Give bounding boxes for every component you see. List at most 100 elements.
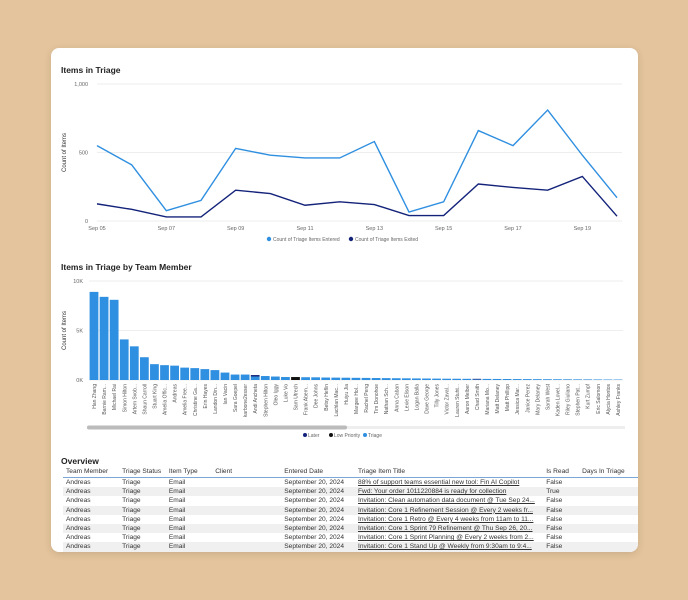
y-axis-label: Count of Items — [62, 311, 68, 350]
x-tick-label: Margee Hol... — [354, 384, 360, 414]
bar-chart-title: Items in Triage by Team Member — [61, 262, 192, 272]
item-title-link[interactable]: Invitation: Core 1 Stand Up @ Weekly fro… — [355, 542, 544, 552]
x-tick-label: Matt Delaney — [495, 384, 501, 414]
bar — [250, 376, 260, 380]
table-row[interactable]: Andreas Triage Email September 20, 2024 Fwd:… — [63, 487, 638, 497]
table-cell — [212, 515, 281, 524]
table-row[interactable]: Andreas Triage Email September 20, 2024 Invi… — [63, 505, 638, 515]
item-title-link[interactable]: 88% of support teams essential new tool:… — [358, 479, 520, 487]
overview-title: Overview — [61, 456, 99, 466]
x-tick-label: Betsy Heflin — [324, 384, 330, 411]
item-title-link[interactable]: Invitation: Core 1 Retro @ Every 4 weeks… — [358, 515, 534, 523]
column-header[interactable]: Is Read — [543, 465, 580, 478]
bar — [512, 379, 522, 380]
x-tick-label: Dave George — [425, 384, 431, 414]
table-row[interactable]: Andreas Triage Email September 20, 2024 Invi… — [63, 533, 638, 542]
column-header[interactable]: Item Type — [165, 465, 213, 478]
x-tick-label: Janice Perez — [525, 384, 531, 413]
column-header[interactable]: Client — [212, 465, 282, 478]
x-tick-label: Aaron Melber — [465, 384, 471, 414]
table-cell: September 20, 2024 — [284, 534, 345, 542]
table-row[interactable]: Andreas Triage Email September 20, 2024 Invi… — [63, 515, 638, 524]
x-tick-label: Anna Caban — [394, 384, 400, 412]
table-cell: Andreas — [66, 497, 91, 505]
y-tick-label: 0K — [76, 378, 83, 384]
table-cell: Email — [165, 523, 213, 534]
x-tick-label: karbone2esser — [243, 384, 249, 417]
item-title-link[interactable]: Fwd: Your order 1011220884 is ready for … — [355, 487, 544, 497]
bar — [160, 365, 169, 380]
bar — [250, 375, 260, 377]
bar — [381, 378, 391, 380]
x-tick-label: Sep 13 — [366, 226, 383, 232]
x-tick-label: Dee Johns — [314, 384, 320, 408]
column-header[interactable]: Triage Item Title — [355, 465, 544, 478]
table-cell — [579, 533, 638, 542]
scrollbar-thumb[interactable] — [87, 425, 347, 430]
table-cell: False — [543, 505, 580, 515]
table-cell: Andreas — [66, 479, 91, 487]
column-header[interactable]: Entered Date — [281, 465, 356, 478]
item-title-link[interactable]: Invitation: Core 1 Sprint 79 Refinement … — [355, 523, 544, 534]
x-tick-label: Nathan Sch... — [384, 384, 390, 414]
table-cell: Triage — [122, 479, 141, 487]
x-tick-label: Logan Balla — [414, 384, 420, 411]
column-header[interactable]: Days In Triage — [579, 465, 638, 478]
bar — [502, 379, 512, 380]
bar — [563, 379, 572, 380]
legend-marker — [363, 433, 367, 437]
table-cell: Email — [168, 479, 186, 487]
bar — [139, 357, 149, 380]
item-title-link[interactable]: Invitation: Core 1 Refinement Session @ … — [355, 505, 544, 515]
x-tick-label: Andi Ancheta — [253, 384, 259, 414]
x-tick-label: Stuart King — [152, 384, 158, 409]
x-tick-label: Luke Vo — [283, 384, 289, 402]
x-tick-label: Tilly Jones — [435, 384, 441, 408]
column-header[interactable]: Triage Status — [119, 465, 166, 478]
bar — [99, 296, 109, 380]
table-cell: Andreas — [63, 542, 120, 552]
legend-label: Count of Triage Items Entered — [273, 237, 340, 243]
table-cell: Andreas — [66, 515, 91, 523]
item-title-link[interactable]: Invitation: Clean automation data docume… — [358, 497, 535, 505]
x-tick-label: Sep 05 — [88, 226, 105, 232]
item-title-link[interactable]: Invitation: Core 1 Sprint Planning @ Eve… — [358, 534, 534, 542]
legend-marker — [329, 433, 333, 437]
x-tick-label: Shaun Carroll — [142, 384, 148, 415]
table-cell — [212, 542, 282, 552]
x-tick-label: Barnie Ram... — [102, 384, 108, 415]
table-row[interactable]: Andreas Triage Email September 20, 2024 88% … — [63, 478, 638, 488]
x-tick-label: Landon Din... — [213, 384, 219, 414]
table-row[interactable]: Andreas Triage Email September 20, 2024 Invi… — [63, 496, 638, 505]
table-cell: Triage — [122, 515, 141, 523]
x-tick-label: Alycia Hontos — [606, 384, 612, 415]
x-tick-label: Sep 17 — [504, 226, 521, 232]
bar — [492, 378, 502, 380]
table-cell — [212, 487, 282, 497]
items-by-member-bar-chart: 0K 5K 10K Count of Items Han Zhang Barnie Ram… — [62, 279, 625, 439]
bar — [150, 364, 159, 380]
x-tick-label: Kurt Zumpf — [586, 383, 592, 408]
bar — [422, 378, 431, 380]
bar — [200, 369, 210, 380]
bar — [442, 378, 452, 380]
table-row[interactable]: Andreas Triage Email September 20, 2024 Invi… — [63, 542, 638, 552]
table-row[interactable]: Andreas Triage Email September 20, 2024 Invi… — [63, 523, 638, 534]
y-tick-label: 0 — [85, 219, 88, 225]
bar — [180, 367, 190, 380]
x-tick-label: Ian Vacin — [223, 384, 229, 405]
bar — [573, 379, 582, 380]
bar — [593, 379, 603, 380]
table-cell: False — [543, 523, 580, 534]
bar — [109, 299, 119, 380]
column-header[interactable]: Team Member — [63, 465, 120, 478]
table-cell — [579, 515, 638, 524]
bar — [351, 377, 361, 380]
table-cell — [212, 505, 282, 515]
table-cell: Email — [165, 542, 213, 552]
bar — [210, 370, 220, 380]
bar — [190, 368, 200, 380]
table-cell: Email — [168, 497, 186, 505]
table-cell — [579, 496, 638, 505]
table-cell: True — [543, 487, 580, 497]
